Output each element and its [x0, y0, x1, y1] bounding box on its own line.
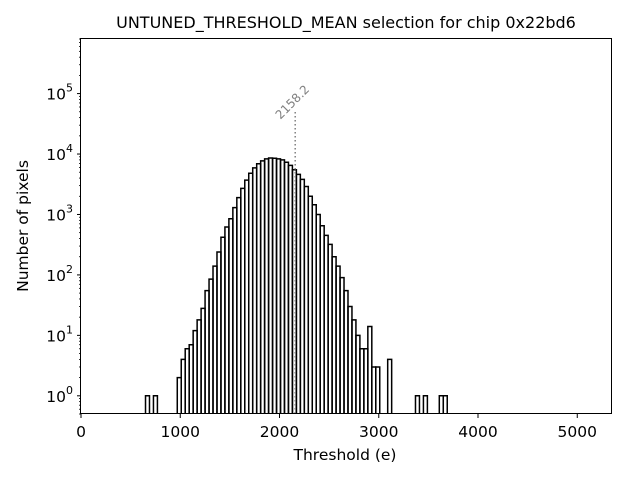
x-axis: 0 1000 2000 3000 4000 5000 [76, 414, 597, 441]
histogram-bin [144, 395, 151, 414]
histogram-bin [414, 395, 421, 414]
histogram-bin [422, 395, 429, 414]
plot-frame [80, 38, 612, 414]
chart-title: UNTUNED_THRESHOLD_MEAN selection for chi… [116, 13, 576, 33]
y-tick-label: 102 [46, 263, 73, 285]
x-tick-label: 2000 [260, 423, 299, 441]
y-tick-label: 105 [46, 82, 73, 104]
histogram-bin [386, 358, 393, 414]
y-axis: 100 101 102 103 104 105 [46, 38, 81, 415]
histogram-bin [375, 366, 381, 414]
x-tick-label: 0 [76, 423, 86, 441]
x-tick-label: 5000 [558, 423, 597, 441]
histogram-layer [144, 157, 448, 414]
y-tick-label: 104 [46, 142, 73, 164]
x-tick-label: 1000 [161, 423, 200, 441]
y-tick-label: 100 [46, 384, 73, 406]
y-tick-label: 101 [46, 323, 73, 345]
histogram-bin [152, 395, 159, 414]
x-tick-label: 3000 [359, 423, 398, 441]
y-tick-label: 103 [46, 202, 73, 224]
histogram-bin [442, 395, 448, 414]
x-axis-label: Threshold (e) [293, 446, 397, 464]
y-axis-label: Number of pixels [14, 160, 32, 292]
x-tick-label: 4000 [458, 423, 497, 441]
